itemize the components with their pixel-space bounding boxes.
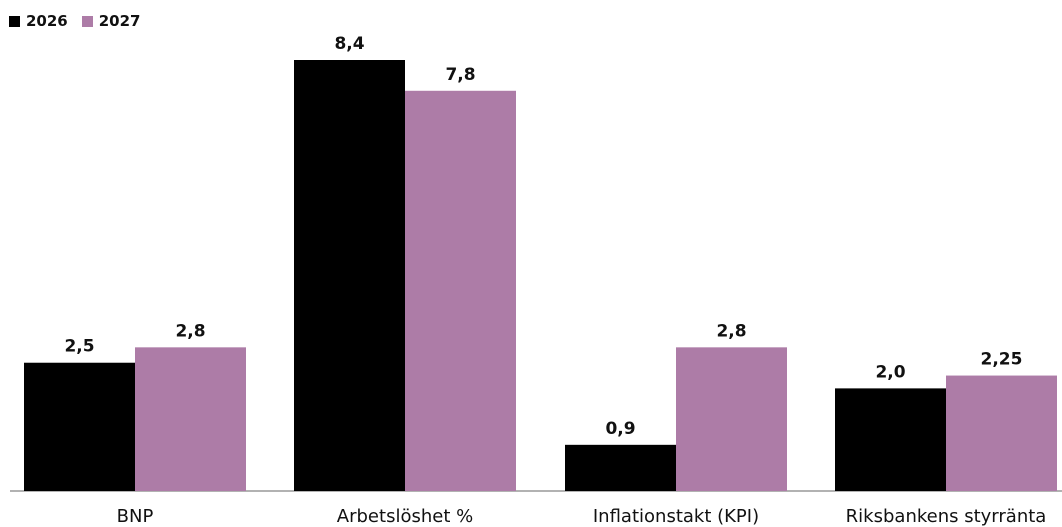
bar-2027-2 <box>405 90 516 492</box>
value-label-2026-2: 8,4 <box>334 34 364 54</box>
value-label-2027-4: 2,25 <box>981 350 1023 370</box>
bar-2027-3 <box>676 347 787 491</box>
value-label-2026-3: 0,9 <box>605 419 635 439</box>
category-label-1: BNP <box>117 506 154 527</box>
bar-2026-1 <box>24 362 135 491</box>
value-label-2026-1: 2,5 <box>64 337 94 357</box>
legend-item-2026: 2026 <box>9 12 68 30</box>
bars-group <box>24 60 1057 492</box>
value-labels-group: 2,5 2,8 8,4 7,8 0,9 2,8 2,0 2,25 <box>64 34 1022 439</box>
bar-2026-2 <box>294 60 405 491</box>
bar-2026-4 <box>835 388 946 491</box>
legend-swatch-2027 <box>81 15 93 27</box>
value-label-2027-1: 2,8 <box>175 321 205 341</box>
legend-label-2027: 2027 <box>98 12 141 30</box>
category-label-2: Arbetslöshet % <box>337 506 473 527</box>
category-labels-group: BNP Arbetslöshet % Inflationstakt (KPI) Rik… <box>117 506 1047 527</box>
value-label-2027-2: 7,8 <box>445 65 475 85</box>
bar-2026-3 <box>565 444 676 491</box>
chart-legend: 2026 2027 <box>9 12 155 30</box>
legend-swatch-2026 <box>9 15 20 27</box>
category-label-3: Inflationstakt (KPI) <box>593 506 759 527</box>
bar-2027-1 <box>135 347 246 491</box>
legend-label-2026: 2026 <box>26 12 68 30</box>
legend-item-2027: 2027 <box>81 12 141 30</box>
value-label-2027-3: 2,8 <box>716 321 746 341</box>
category-label-4: Riksbankens styrränta <box>846 506 1047 527</box>
value-label-2026-4: 2,0 <box>875 362 905 382</box>
bar-2027-4 <box>946 375 1057 491</box>
